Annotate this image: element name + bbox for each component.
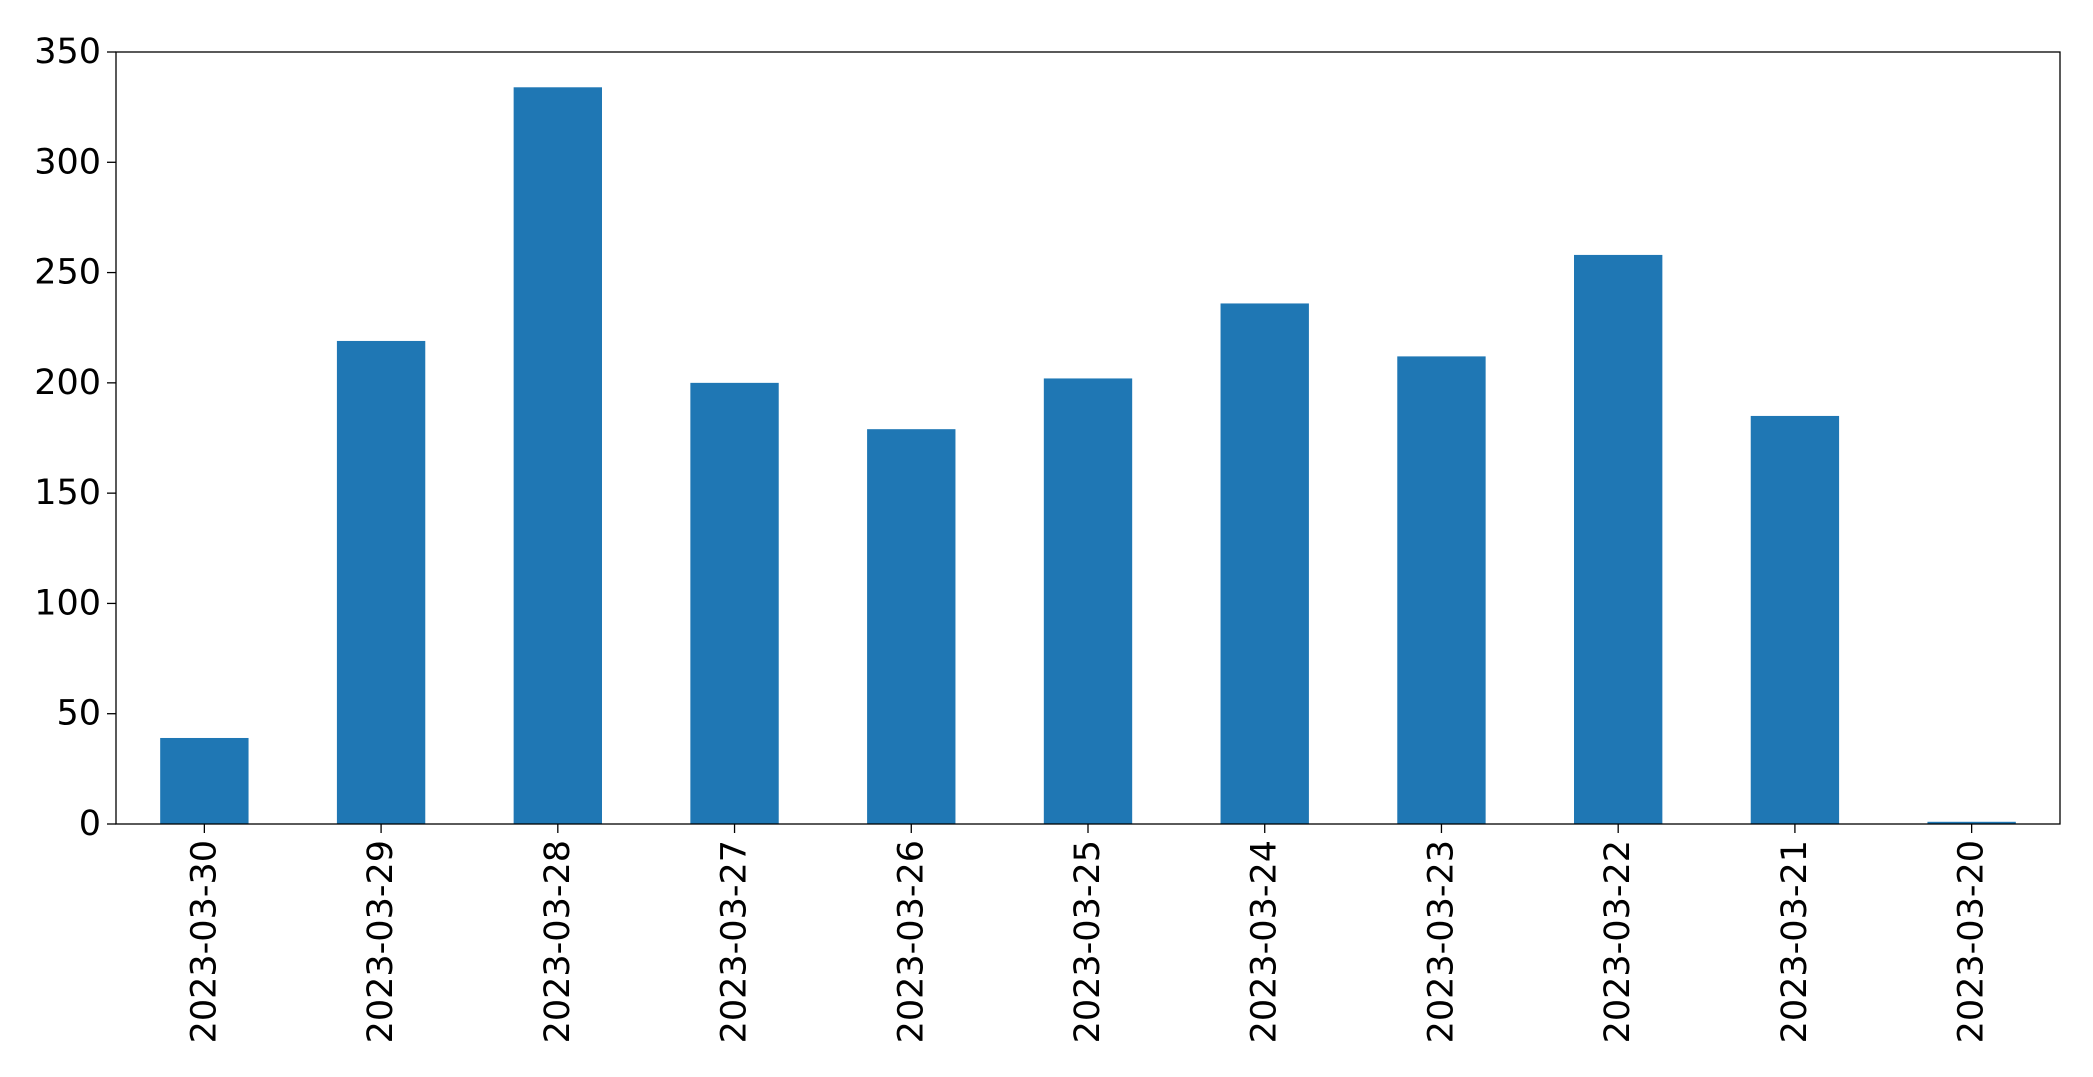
- bar-2023-03-23: [1397, 356, 1486, 824]
- bar-2023-03-22: [1574, 254, 1663, 824]
- y-tick-label: 50: [56, 694, 101, 734]
- x-tick-label: 2023-03-20: [1952, 840, 1992, 1043]
- y-tick-label: 250: [34, 253, 101, 293]
- bar-2023-03-21: [1750, 415, 1840, 824]
- bar-2023-03-27: [690, 382, 779, 824]
- bar-2023-03-24: [1220, 303, 1309, 824]
- y-tick-label: 100: [34, 583, 101, 623]
- x-tick-label: 2023-03-28: [538, 840, 578, 1043]
- x-axis: 2023-03-30 2023-03-29 2023-03-28 2023-03-27…: [184, 824, 1992, 1043]
- x-tick-label: 2023-03-21: [1775, 840, 1815, 1043]
- x-tick-label: 2023-03-24: [1245, 840, 1285, 1043]
- bar-2023-03-25: [1043, 378, 1133, 824]
- y-tick-label: 350: [34, 32, 101, 72]
- y-tick-label: 300: [34, 142, 101, 182]
- x-tick-label: 2023-03-27: [715, 840, 755, 1043]
- bar-2023-03-26: [867, 429, 956, 824]
- x-tick-label: 2023-03-25: [1068, 840, 1108, 1043]
- bars-layer: [160, 87, 2016, 824]
- y-axis: 0 50 100 150 200 250 300 350: [34, 32, 116, 844]
- bar-2023-03-28: [513, 87, 602, 824]
- y-tick-label: 200: [34, 363, 101, 403]
- x-tick-label: 2023-03-26: [891, 840, 931, 1043]
- x-tick-label: 2023-03-22: [1598, 840, 1638, 1043]
- x-tick-label: 2023-03-23: [1421, 840, 1461, 1043]
- bar-2023-03-30: [160, 737, 249, 824]
- y-tick-label: 0: [79, 804, 101, 844]
- bar-2023-03-20: [1927, 821, 2016, 824]
- bar-2023-03-29: [336, 340, 426, 824]
- y-tick-label: 150: [34, 473, 101, 513]
- x-tick-label: 2023-03-30: [184, 840, 224, 1043]
- x-tick-label: 2023-03-29: [361, 840, 401, 1043]
